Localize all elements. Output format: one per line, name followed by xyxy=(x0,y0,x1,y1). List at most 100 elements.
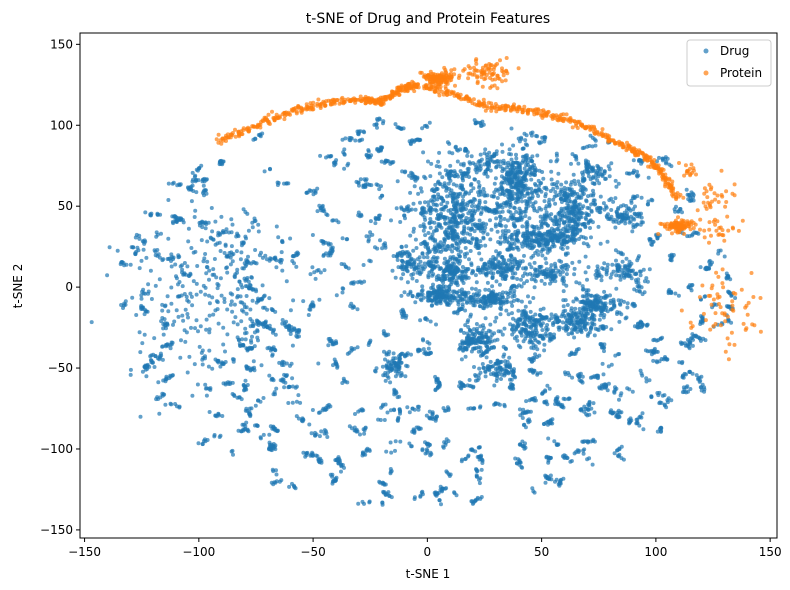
drug-point xyxy=(225,265,229,270)
drug-point xyxy=(527,398,532,403)
drug-point xyxy=(499,255,504,259)
drug-point xyxy=(259,363,264,368)
drug-point xyxy=(606,164,611,169)
drug-point xyxy=(397,407,402,412)
drug-point xyxy=(263,324,268,329)
drug-point xyxy=(142,332,147,337)
drug-point xyxy=(454,278,459,283)
drug-point xyxy=(185,264,190,269)
drug-point xyxy=(282,385,287,390)
drug-point xyxy=(569,161,573,166)
drug-point xyxy=(194,178,199,182)
drug-point xyxy=(469,182,474,186)
drug-point xyxy=(568,188,573,193)
drug-point xyxy=(218,276,223,281)
drug-point xyxy=(549,177,554,182)
drug-point xyxy=(287,384,292,389)
drug-point xyxy=(470,286,474,291)
drug-point xyxy=(604,325,609,329)
drug-point xyxy=(267,373,272,378)
drug-point xyxy=(548,473,553,478)
drug-point xyxy=(243,234,248,239)
drug-point xyxy=(380,480,385,485)
drug-point xyxy=(228,255,233,260)
drug-point xyxy=(593,202,598,206)
drug-point xyxy=(404,244,409,249)
drug-point xyxy=(478,404,483,409)
drug-point xyxy=(446,181,451,186)
drug-point xyxy=(525,409,530,414)
drug-point xyxy=(444,440,448,445)
drug-point xyxy=(216,359,220,363)
drug-point xyxy=(239,429,244,434)
drug-point xyxy=(366,148,371,153)
drug-point xyxy=(327,154,332,159)
drug-point xyxy=(459,185,464,190)
drug-point xyxy=(204,327,209,332)
drug-point xyxy=(196,329,200,334)
drug-point xyxy=(452,207,457,212)
drug-point xyxy=(204,271,209,276)
drug-point xyxy=(433,182,438,187)
drug-point xyxy=(148,268,153,273)
drug-point xyxy=(322,268,327,273)
drug-point xyxy=(514,233,519,238)
drug-point xyxy=(494,279,499,284)
drug-point xyxy=(239,397,244,402)
drug-point xyxy=(477,454,482,459)
drug-point xyxy=(194,318,199,323)
drug-point xyxy=(325,435,330,439)
drug-point xyxy=(278,257,283,262)
chart-title: t-SNE of Drug and Protein Features xyxy=(306,11,550,27)
drug-point xyxy=(430,207,435,212)
drug-point xyxy=(267,326,272,331)
drug-point xyxy=(457,238,462,243)
drug-point xyxy=(407,139,412,144)
drug-point xyxy=(437,171,442,176)
drug-point xyxy=(530,368,535,373)
drug-point xyxy=(471,269,476,274)
drug-point xyxy=(189,184,194,189)
drug-point xyxy=(681,375,686,380)
drug-point xyxy=(588,133,593,138)
drug-point xyxy=(418,224,423,229)
drug-point xyxy=(569,459,574,463)
drug-point xyxy=(180,284,185,289)
drug-point xyxy=(479,192,484,197)
drug-point xyxy=(549,477,554,482)
drug-point xyxy=(168,342,173,347)
drug-point xyxy=(201,283,206,288)
drug-point xyxy=(481,206,486,211)
drug-point xyxy=(465,153,470,158)
drug-point xyxy=(443,221,448,226)
drug-point xyxy=(673,291,678,296)
drug-point xyxy=(535,249,540,253)
drug-point xyxy=(641,427,646,432)
drug-point xyxy=(498,235,503,240)
drug-point xyxy=(703,294,708,299)
drug-point xyxy=(470,236,475,241)
drug-point xyxy=(350,305,355,310)
drug-point xyxy=(483,243,488,248)
drug-point xyxy=(365,182,370,187)
drug-point xyxy=(520,416,525,420)
drug-point xyxy=(500,262,505,267)
drug-point xyxy=(380,193,385,198)
drug-point xyxy=(454,267,459,272)
drug-point xyxy=(574,157,579,162)
drug-point xyxy=(460,213,465,217)
drug-point xyxy=(444,408,448,413)
drug-point xyxy=(133,235,138,240)
drug-point xyxy=(562,198,567,202)
drug-point xyxy=(317,434,322,439)
drug-point xyxy=(492,402,497,407)
drug-point xyxy=(634,173,639,178)
drug-point xyxy=(577,228,582,233)
drug-point xyxy=(657,390,662,395)
drug-point xyxy=(152,365,157,369)
drug-point xyxy=(383,492,388,497)
drug-point xyxy=(617,397,621,402)
drug-point xyxy=(420,447,425,452)
drug-point xyxy=(395,418,400,422)
drug-point xyxy=(175,183,180,188)
